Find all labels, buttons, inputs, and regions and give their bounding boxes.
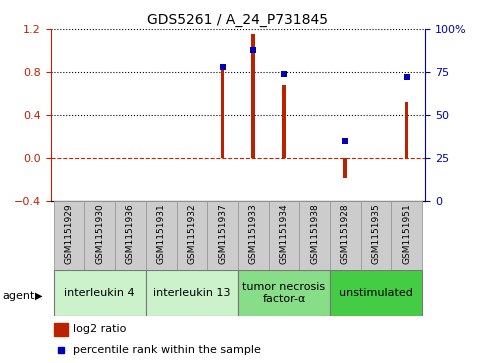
Text: log2 ratio: log2 ratio <box>73 325 127 334</box>
Bar <box>343 158 347 178</box>
Text: GSM1151936: GSM1151936 <box>126 204 135 264</box>
Title: GDS5261 / A_24_P731845: GDS5261 / A_24_P731845 <box>147 13 328 26</box>
Bar <box>299 201 330 270</box>
Text: tumor necrosis
factor-α: tumor necrosis factor-α <box>242 282 326 304</box>
Bar <box>176 201 207 270</box>
Text: ▶: ▶ <box>35 291 43 301</box>
Bar <box>238 270 330 316</box>
Text: GSM1151934: GSM1151934 <box>279 204 288 264</box>
Bar <box>85 201 115 270</box>
Text: GSM1151938: GSM1151938 <box>310 204 319 264</box>
Bar <box>207 201 238 270</box>
Bar <box>361 201 391 270</box>
Text: GSM1151951: GSM1151951 <box>402 204 411 264</box>
Text: GSM1151929: GSM1151929 <box>65 204 73 264</box>
Bar <box>221 70 225 158</box>
Text: GSM1151931: GSM1151931 <box>156 204 166 264</box>
Text: GSM1151935: GSM1151935 <box>371 204 381 264</box>
Bar <box>251 34 255 158</box>
Bar <box>54 201 85 270</box>
Text: unstimulated: unstimulated <box>339 288 413 298</box>
Text: interleukin 13: interleukin 13 <box>153 288 230 298</box>
Bar <box>269 201 299 270</box>
Bar <box>146 270 238 316</box>
Text: interleukin 4: interleukin 4 <box>65 288 135 298</box>
Bar <box>282 85 286 158</box>
Bar <box>330 201 361 270</box>
Text: GSM1151937: GSM1151937 <box>218 204 227 264</box>
Bar <box>115 201 146 270</box>
Bar <box>330 270 422 316</box>
Text: agent: agent <box>2 291 35 301</box>
Text: percentile rank within the sample: percentile rank within the sample <box>73 345 261 355</box>
Bar <box>54 270 146 316</box>
Bar <box>391 201 422 270</box>
Bar <box>405 102 409 158</box>
Bar <box>146 201 176 270</box>
Bar <box>55 323 68 336</box>
Text: GSM1151930: GSM1151930 <box>95 204 104 264</box>
Bar <box>238 201 269 270</box>
Text: GSM1151932: GSM1151932 <box>187 204 197 264</box>
Text: GSM1151928: GSM1151928 <box>341 204 350 264</box>
Text: GSM1151933: GSM1151933 <box>249 204 258 264</box>
